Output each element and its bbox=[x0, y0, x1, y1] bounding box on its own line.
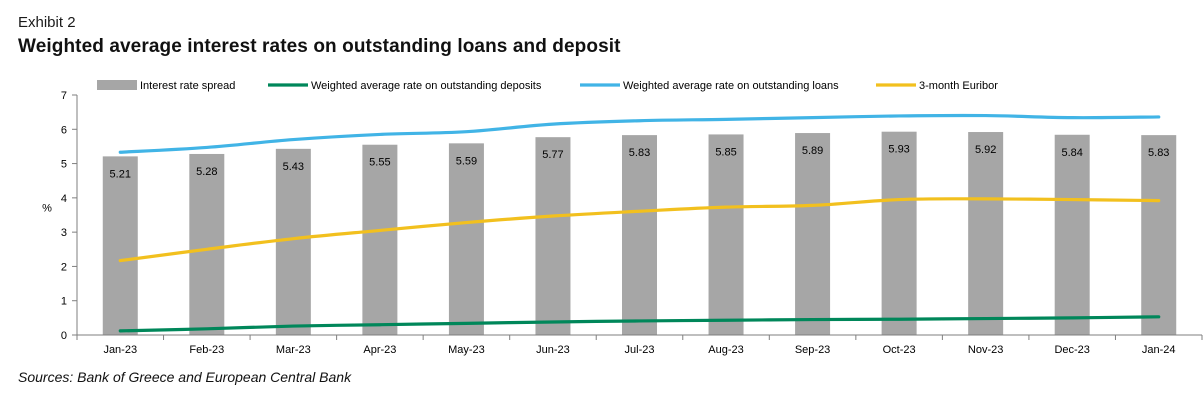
legend-item-deposits: Weighted average rate on outstanding dep… bbox=[311, 80, 542, 92]
bar-interest-rate-spread bbox=[1141, 135, 1177, 335]
y-tick-label: 3 bbox=[61, 227, 67, 239]
chart-title: Weighted average interest rates on outst… bbox=[18, 36, 621, 57]
bar-data-label: 5.84 bbox=[1061, 147, 1082, 159]
bar-data-label: 5.92 bbox=[975, 144, 996, 156]
axes-layer: 0 1 2 3 4 5 6 7% Jan-23 Feb-23 Mar-23 Apr-23 May-23 J… bbox=[42, 90, 1203, 356]
y-tick-label: 1 bbox=[61, 296, 67, 308]
bar-interest-rate-spread bbox=[102, 156, 138, 335]
y-tick-label: 4 bbox=[61, 193, 67, 205]
bar-data-label: 5.21 bbox=[110, 168, 131, 180]
x-tick-label: Apr-23 bbox=[363, 344, 396, 356]
x-tick-label: Nov-23 bbox=[968, 344, 1003, 356]
x-tick-label: Jun-23 bbox=[536, 344, 570, 356]
bar-interest-rate-spread bbox=[881, 131, 917, 335]
x-tick-label: Sep-23 bbox=[795, 344, 830, 356]
bar-interest-rate-spread bbox=[275, 148, 311, 335]
lines-layer bbox=[118, 113, 1161, 333]
x-tick-label: Dec-23 bbox=[1054, 344, 1089, 356]
bar-data-label: 5.83 bbox=[629, 147, 650, 159]
exhibit-label: Exhibit 2 bbox=[18, 14, 76, 31]
bar-data-label: 5.77 bbox=[542, 149, 563, 161]
y-tick-label: 6 bbox=[61, 124, 67, 136]
x-tick-label: Oct-23 bbox=[883, 344, 916, 356]
y-tick-label: 0 bbox=[61, 330, 67, 342]
x-tick-label: Aug-23 bbox=[708, 344, 743, 356]
x-tick-label: Jan-23 bbox=[103, 344, 137, 356]
bar-interest-rate-spread bbox=[622, 135, 657, 335]
y-axis-title: % bbox=[42, 203, 52, 215]
bar-data-label: 5.89 bbox=[802, 145, 823, 157]
source-note: Sources: Bank of Greece and European Cen… bbox=[18, 369, 352, 385]
y-tick-label: 5 bbox=[61, 159, 67, 171]
bar-data-label: 5.43 bbox=[283, 161, 304, 173]
bar-data-label: 5.85 bbox=[715, 146, 736, 158]
x-tick-label: May-23 bbox=[448, 344, 485, 356]
x-tick-label: Mar-23 bbox=[276, 344, 311, 356]
line-loans-rate bbox=[118, 113, 1161, 154]
y-tick-label: 2 bbox=[61, 261, 67, 273]
legend: Interest rate spread Weighted average rat… bbox=[97, 80, 998, 92]
legend-item-interest-rate-spread: Interest rate spread bbox=[140, 80, 235, 92]
bar-interest-rate-spread bbox=[535, 137, 571, 335]
bar-interest-rate-spread bbox=[362, 144, 398, 335]
bar-interest-rate-spread bbox=[708, 134, 744, 335]
bar-interest-rate-spread bbox=[448, 143, 484, 335]
bar-interest-rate-spread bbox=[968, 132, 1004, 335]
line-euribor-3m bbox=[118, 197, 1161, 263]
bar-data-label: 5.59 bbox=[456, 155, 477, 167]
data-labels-layer: 5.21 5.28 5.43 5.55 5.59 5.77 5.83 5.85 5.89 5.93… bbox=[110, 144, 1170, 181]
legend-swatch-bar bbox=[97, 80, 137, 90]
bar-interest-rate-spread bbox=[795, 133, 831, 335]
bar-data-label: 5.93 bbox=[888, 144, 909, 156]
bars-layer bbox=[102, 131, 1177, 335]
legend-item-loans: Weighted average rate on outstanding loa… bbox=[623, 80, 839, 92]
x-tick-label: Jan-24 bbox=[1142, 344, 1176, 356]
bar-data-label: 5.55 bbox=[369, 157, 390, 169]
bar-data-label: 5.83 bbox=[1148, 147, 1169, 159]
bar-data-label: 5.28 bbox=[196, 166, 217, 178]
x-tick-label: Jul-23 bbox=[625, 344, 655, 356]
x-tick-label: Feb-23 bbox=[189, 344, 224, 356]
bar-interest-rate-spread bbox=[1054, 134, 1090, 335]
line-deposits-rate bbox=[118, 315, 1161, 333]
legend-item-euribor: 3-month Euribor bbox=[919, 80, 998, 92]
y-tick-label: 7 bbox=[61, 90, 67, 102]
bar-interest-rate-spread bbox=[189, 153, 225, 335]
